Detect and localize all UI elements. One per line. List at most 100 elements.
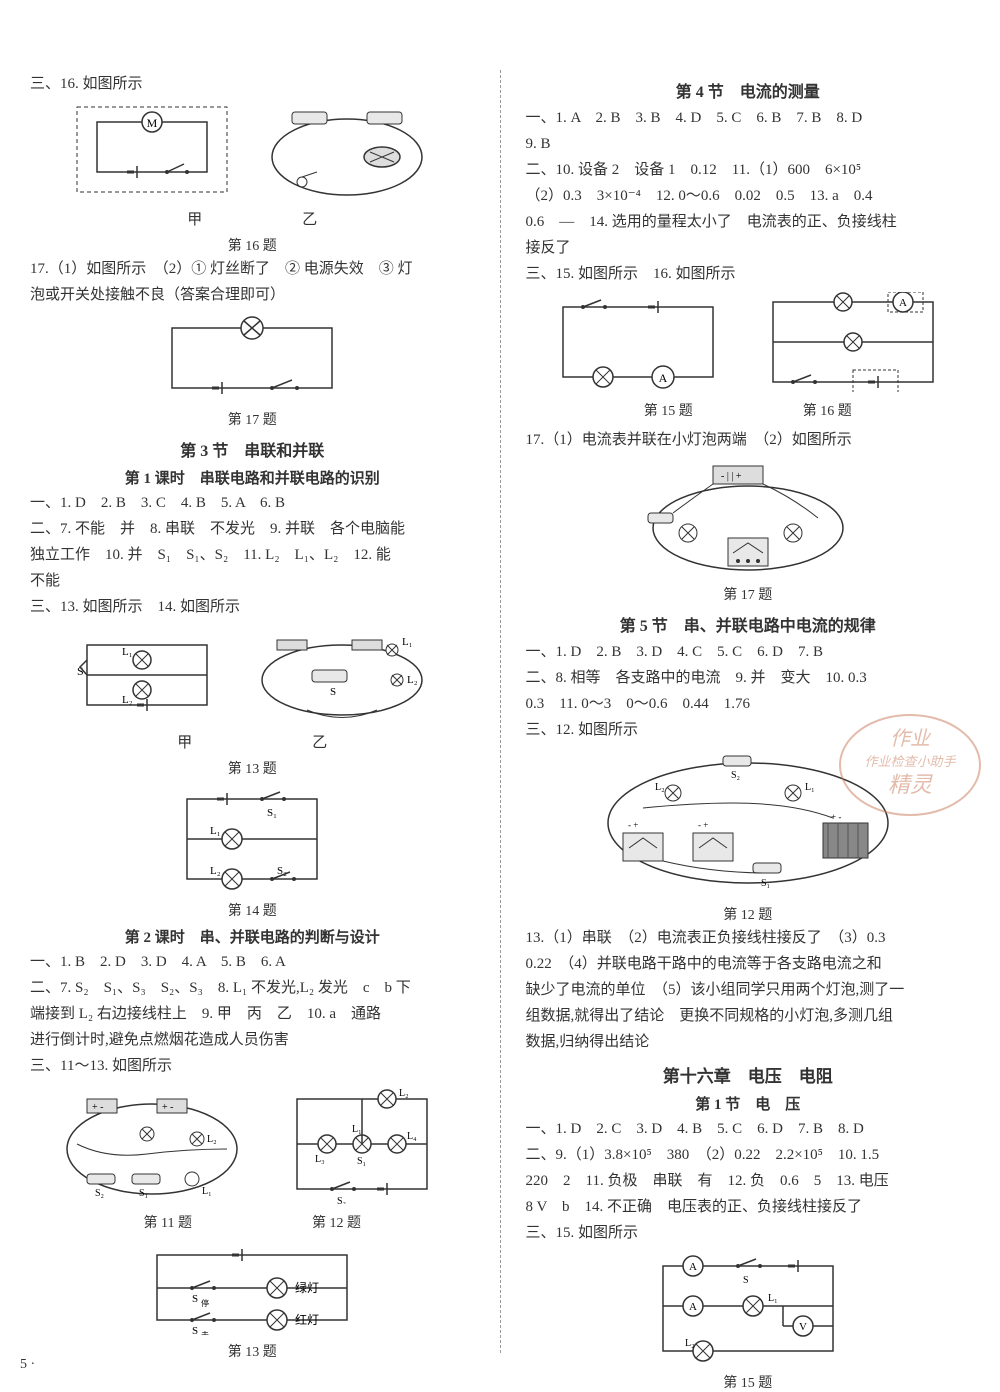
fig16-row: M (30, 102, 475, 202)
ch16-a1: 一、1. D 2. C 3. D 4. B 5. C 6. D 7. B 8. … (526, 1117, 971, 1141)
svg-text:A: A (689, 1261, 697, 1273)
fig13b: S停 绿灯 S走 红灯 (30, 1240, 475, 1335)
svg-text:V: V (799, 1321, 807, 1333)
fig16-jia-label: 甲 (187, 208, 202, 229)
svg-text:L₃: L₃ (315, 1154, 325, 1165)
left-column: 三、16. 如图所示 M (30, 70, 475, 1353)
sec3-sub2-a1: 一、1. B 2. D 3. D 4. A 5. B 6. A (30, 950, 475, 974)
sec5-a2: 二、8. 相等 各支路中的电流 9. 并 变大 10. 0.3 (526, 666, 971, 690)
sec4-a4: （2）0.3 3×10⁻⁴ 12. 0～0.6 0.02 0.5 13. a 0… (526, 184, 971, 208)
svg-text:L₁: L₁ (805, 782, 815, 793)
sec5-l13-2: 0.22 （4）并联电路干路中的电流等于各支路电流之和 (526, 952, 971, 976)
sec5-a1: 一、1. D 2. B 3. D 4. C 5. C 6. D 7. B (526, 640, 971, 664)
r-fig16-caption: 第 16 题 (803, 400, 852, 420)
sec3-sub1-a5: 三、13. 如图所示 14. 如图所示 (30, 595, 475, 619)
svg-text:+ -: + - (92, 1102, 103, 1113)
fig16-yi-label: 乙 (302, 208, 317, 229)
sec3-sub2-a4: 进行倒计时,避免点燃烟花造成人员伤害 (30, 1028, 475, 1052)
fig11-12-row: + - + - L₂ S₂ S₁ L₁ (30, 1084, 475, 1204)
sec5-l13-1: 13.（1）串联 （2）电流表正负接线柱接反了 （3）0.3 (526, 926, 971, 950)
r-fig17-caption: 第 17 题 (526, 584, 971, 604)
sec4-a7: 三、15. 如图所示 16. 如图所示 (526, 262, 971, 286)
column-divider (500, 70, 501, 1353)
ch16-sec1: 第 1 节 电 压 (526, 1093, 971, 1114)
sec5-title: 第 5 节 串、并联电路中电流的规律 (526, 612, 971, 636)
fig15-16-row: A A (526, 292, 971, 392)
svg-text:红灯: 红灯 (295, 1312, 319, 1327)
svg-text:L₂: L₂ (122, 694, 133, 706)
svg-text:S₂: S₂ (277, 865, 287, 877)
sec3-sub2-a5: 三、11～13. 如图所示 (30, 1054, 475, 1078)
fig12-caption: 第 12 题 (312, 1212, 361, 1232)
svg-text:L₁: L₁ (210, 825, 221, 837)
fig17 (30, 313, 475, 403)
sec4-a3: 二、10. 设备 2 设备 1 0.12 11.（1）600 6×10⁵ (526, 158, 971, 182)
fig13-caption: 第 13 题 (30, 758, 475, 778)
svg-text:走: 走 (201, 1331, 209, 1335)
sec5-l13-3: 缺少了电流的单位 （5）该小组同学只用两个灯泡,测了一 (526, 978, 971, 1002)
sec3-sub1-a1: 一、1. D 2. B 3. C 4. B 5. A 6. B (30, 491, 475, 515)
ch16-a5: 三、15. 如图所示 (526, 1221, 971, 1245)
svg-text:L₂: L₂ (207, 1134, 217, 1145)
fig13-jia-label: 甲 (177, 731, 192, 752)
svg-text:A: A (899, 297, 907, 309)
sec4-a2: 9. B (526, 132, 971, 156)
fig11-caption: 第 11 题 (144, 1212, 192, 1232)
svg-text:L₂: L₂ (685, 1338, 695, 1349)
svg-text:S₂: S₂ (337, 1196, 346, 1204)
svg-text:L₁: L₁ (402, 636, 413, 648)
svg-text:S: S (192, 1293, 198, 1305)
sec3-sub2-a3: 端接到 L₂ 右边接线柱上 9. 甲 丙 乙 10. a 通路 (30, 1002, 475, 1026)
svg-text:S₂: S₂ (731, 770, 740, 781)
ch16-a3: 220 2 11. 负极 串联 有 12. 负 0.6 5 13. 电压 (526, 1169, 971, 1193)
fig16-caption: 第 16 题 (30, 235, 475, 255)
r-fig12-caption: 第 12 题 (526, 904, 971, 924)
sec4-title: 第 4 节 电流的测量 (526, 78, 971, 102)
svg-text:L₄: L₄ (407, 1131, 417, 1142)
svg-text:+ -: + - (162, 1102, 173, 1113)
sec3-sub1-a3: 独立工作 10. 并 S₁ S₁、S₂ 11. L₂ L₁、L₂ 12. 能 (30, 543, 475, 567)
svg-text:L₂: L₂ (655, 782, 665, 793)
svg-text:A: A (689, 1301, 697, 1313)
svg-text:- +: - + (698, 820, 708, 830)
sec3-sub1: 第 1 课时 串联电路和并联电路的识别 (30, 467, 475, 488)
sec4-l17: 17.（1）电流表并联在小灯泡两端 （2）如图所示 (526, 428, 971, 452)
svg-text:绿灯: 绿灯 (295, 1280, 319, 1295)
svg-text:L₁: L₁ (202, 1186, 212, 1197)
r-fig17: - | | + (526, 458, 971, 578)
fig13-row: L₁ L₂ S S L₁ L₂ (30, 625, 475, 725)
ch16-title: 第十六章 电压 电阻 (526, 1062, 971, 1087)
sec5-a3: 0.3 11. 0～3 0～0.6 0.44 1.76 (526, 692, 971, 716)
ch16-a2: 二、9.（1）3.8×10⁵ 380 （2）0.22 2.2×10⁵ 10. 1… (526, 1143, 971, 1167)
sec4-a1: 一、1. A 2. B 3. B 4. D 5. C 6. B 7. B 8. … (526, 106, 971, 130)
right-column: 第 4 节 电流的测量 一、1. A 2. B 3. B 4. D 5. C 6… (526, 70, 971, 1353)
fig14-caption: 第 14 题 (30, 900, 475, 920)
q16-header: 三、16. 如图所示 (30, 72, 475, 96)
fig16-jia-circuit: M (72, 102, 232, 202)
sec3-sub1-a4: 不能 (30, 569, 475, 593)
sec4-a5: 0.6 — 14. 选用的量程太小了 电流表的正、负接线柱 (526, 210, 971, 234)
svg-text:S: S (330, 686, 336, 698)
svg-text:M: M (147, 116, 158, 130)
fig14: S₁ L₁ L₂ S₂ (30, 784, 475, 894)
svg-text:S₁: S₁ (267, 807, 277, 819)
ch16-fig15: A S A L₁ V L₂ (526, 1251, 971, 1366)
svg-text:L₂: L₂ (407, 674, 418, 686)
ch16-a4: 8 V b 14. 不正确 电压表的正、负接线柱接反了 (526, 1195, 971, 1219)
fig17-caption: 第 17 题 (30, 409, 475, 429)
svg-text:S₁: S₁ (761, 878, 770, 889)
svg-text:L₁: L₁ (768, 1293, 778, 1304)
svg-text:S₁: S₁ (357, 1156, 366, 1167)
svg-text:S: S (192, 1325, 198, 1335)
svg-text:L₁: L₁ (352, 1124, 362, 1135)
svg-text:S: S (743, 1275, 749, 1286)
svg-text:S₂: S₂ (95, 1188, 104, 1199)
svg-text:S₁: S₁ (139, 1188, 148, 1199)
svg-text:L₁: L₁ (122, 646, 133, 658)
svg-text:- | | +: - | | + (721, 471, 742, 482)
sec5-a4: 三、12. 如图所示 (526, 718, 971, 742)
sec3-sub1-a2: 二、7. 不能 并 8. 串联 不发光 9. 并联 各个电脑能 (30, 517, 475, 541)
page-number: 5 · (20, 1357, 35, 1373)
svg-text:L₂: L₂ (399, 1088, 409, 1099)
sec4-a6: 接反了 (526, 236, 971, 260)
